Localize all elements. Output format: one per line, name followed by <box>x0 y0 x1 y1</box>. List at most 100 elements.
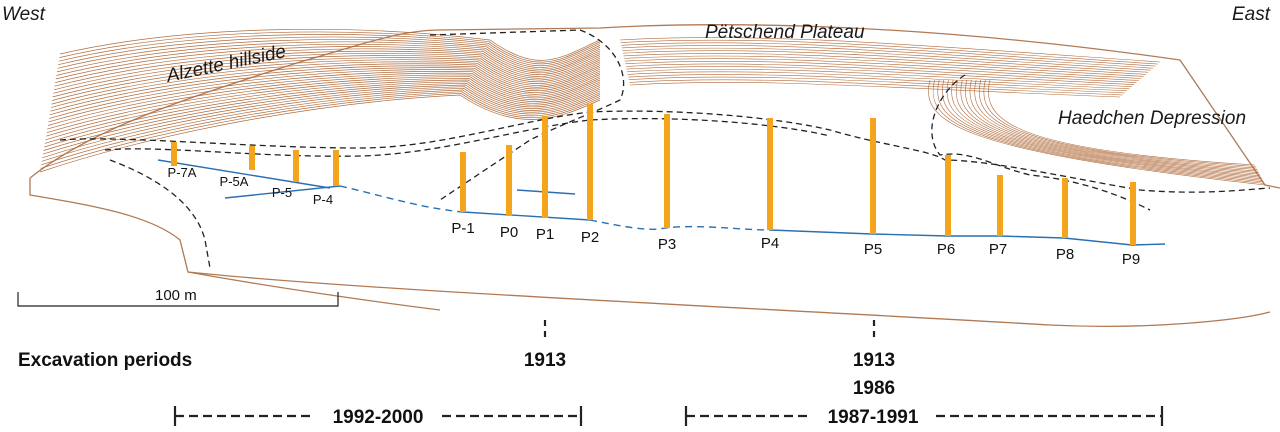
contour-line <box>45 77 601 137</box>
marker-1913-1986-label-2: 1986 <box>853 378 895 399</box>
contour-line <box>955 79 1261 177</box>
gallery-dashed <box>339 185 464 213</box>
contour-line <box>627 71 1130 90</box>
shaft-label-p9: P9 <box>1122 251 1140 268</box>
contour-line <box>58 36 601 67</box>
contour-line <box>45 79 601 141</box>
shaft-label-p-1: P-1 <box>451 220 474 237</box>
scale-bar-label: 100 m <box>155 287 197 304</box>
contour-line <box>55 48 601 83</box>
marker-1913-1986-label-1: 1913 <box>853 350 895 371</box>
shaft-label-p8: P8 <box>1056 246 1074 263</box>
gallery-east <box>769 229 1166 246</box>
contour-line <box>47 74 601 130</box>
contour-line <box>624 55 1144 77</box>
contour-line <box>978 79 1257 169</box>
shaft-label-p-5: P-5 <box>272 185 292 200</box>
contour-line <box>622 50 1149 73</box>
contour-line <box>52 59 601 101</box>
gallery-dashed-2 <box>589 219 771 231</box>
contour-line <box>41 91 601 166</box>
west-label: West <box>2 4 46 25</box>
contour-line <box>974 79 1258 170</box>
contour-line <box>941 79 1263 181</box>
road-lower-2 <box>104 117 831 157</box>
scale-bar <box>17 292 339 307</box>
contour-line <box>50 65 601 112</box>
contour-line <box>965 79 1259 173</box>
contour-line <box>43 84 601 151</box>
marker-1913: 1913 <box>524 320 566 371</box>
contour-line <box>52 57 601 98</box>
contour-line <box>619 37 1161 63</box>
contour-line <box>57 39 601 69</box>
contour-line <box>622 47 1151 71</box>
contour-line <box>48 69 601 119</box>
shaft-label-p0: P0 <box>500 224 518 241</box>
road-upper <box>429 29 625 201</box>
contour-line <box>56 41 601 73</box>
contour-line <box>969 79 1259 172</box>
marker-1913-label: 1913 <box>524 350 566 371</box>
contour-line <box>51 61 601 105</box>
haedchen-label: Haedchen Depression <box>1058 108 1246 129</box>
contour-line <box>629 79 1123 96</box>
contour-line <box>46 76 601 134</box>
contour-line <box>53 53 601 91</box>
contour-line <box>620 39 1158 65</box>
road-haedchen <box>931 74 1151 211</box>
contour-line <box>623 53 1146 75</box>
shaft-labels: P-7A P-5A P-5 P-4 P-1 P0 P1 P2 P3 P4 P5 P6 P7 P8 P9 <box>168 165 1141 268</box>
excavation-title: Excavation periods <box>18 350 192 371</box>
contour-line <box>951 79 1262 178</box>
shaft-label-p-7a: P-7A <box>168 165 197 180</box>
contour-line <box>48 71 601 123</box>
contour-line <box>625 63 1137 83</box>
contour-line <box>40 92 601 169</box>
terrain-block <box>29 24 1280 327</box>
contour-line <box>56 43 601 76</box>
contour-line <box>624 58 1142 79</box>
shaft-label-p3: P3 <box>658 236 676 253</box>
shaft-label-p2: P2 <box>581 229 599 246</box>
contour-line <box>55 46 601 80</box>
contour-line <box>626 66 1135 85</box>
block-base-edge <box>187 271 441 311</box>
contour-lines <box>39 28 1266 186</box>
contour-line <box>625 60 1139 81</box>
contour-line <box>59 28 601 61</box>
marker-1913-1986: 1913 1986 <box>853 320 895 399</box>
contour-line <box>53 55 601 94</box>
plateau-label: Pëtschend Plateau <box>705 22 865 43</box>
contour-line <box>629 82 1121 98</box>
shaft-label-p-5a: P-5A <box>220 174 249 189</box>
scale-bar-line <box>17 292 339 307</box>
contour-line <box>50 63 601 108</box>
contour-line <box>42 86 601 155</box>
contour-line <box>988 79 1256 166</box>
range-1987-1991 <box>684 406 1164 426</box>
contour-line <box>54 50 601 87</box>
shaft-label-p-4: P-4 <box>313 192 333 207</box>
galleries <box>157 159 1166 246</box>
shaft-label-p6: P6 <box>937 241 955 258</box>
contour-line <box>628 76 1125 94</box>
shaft-label-p5: P5 <box>864 241 882 258</box>
contour-line <box>946 79 1262 180</box>
block-front-edge <box>29 178 1271 327</box>
contour-line <box>58 34 601 65</box>
east-label: East <box>1232 4 1271 25</box>
road-west <box>109 159 211 269</box>
contour-line <box>937 79 1264 183</box>
contour-line <box>47 72 601 126</box>
contour-line <box>932 79 1265 184</box>
contour-line <box>49 67 601 116</box>
contour-line <box>628 74 1128 92</box>
gallery-main <box>462 211 591 221</box>
gallery-left-1 <box>157 159 331 189</box>
contour-line <box>960 79 1260 175</box>
range-1992-2000-label: 1992-2000 <box>333 407 424 428</box>
shaft-label-p1: P1 <box>536 226 554 243</box>
contour-line <box>39 94 601 173</box>
